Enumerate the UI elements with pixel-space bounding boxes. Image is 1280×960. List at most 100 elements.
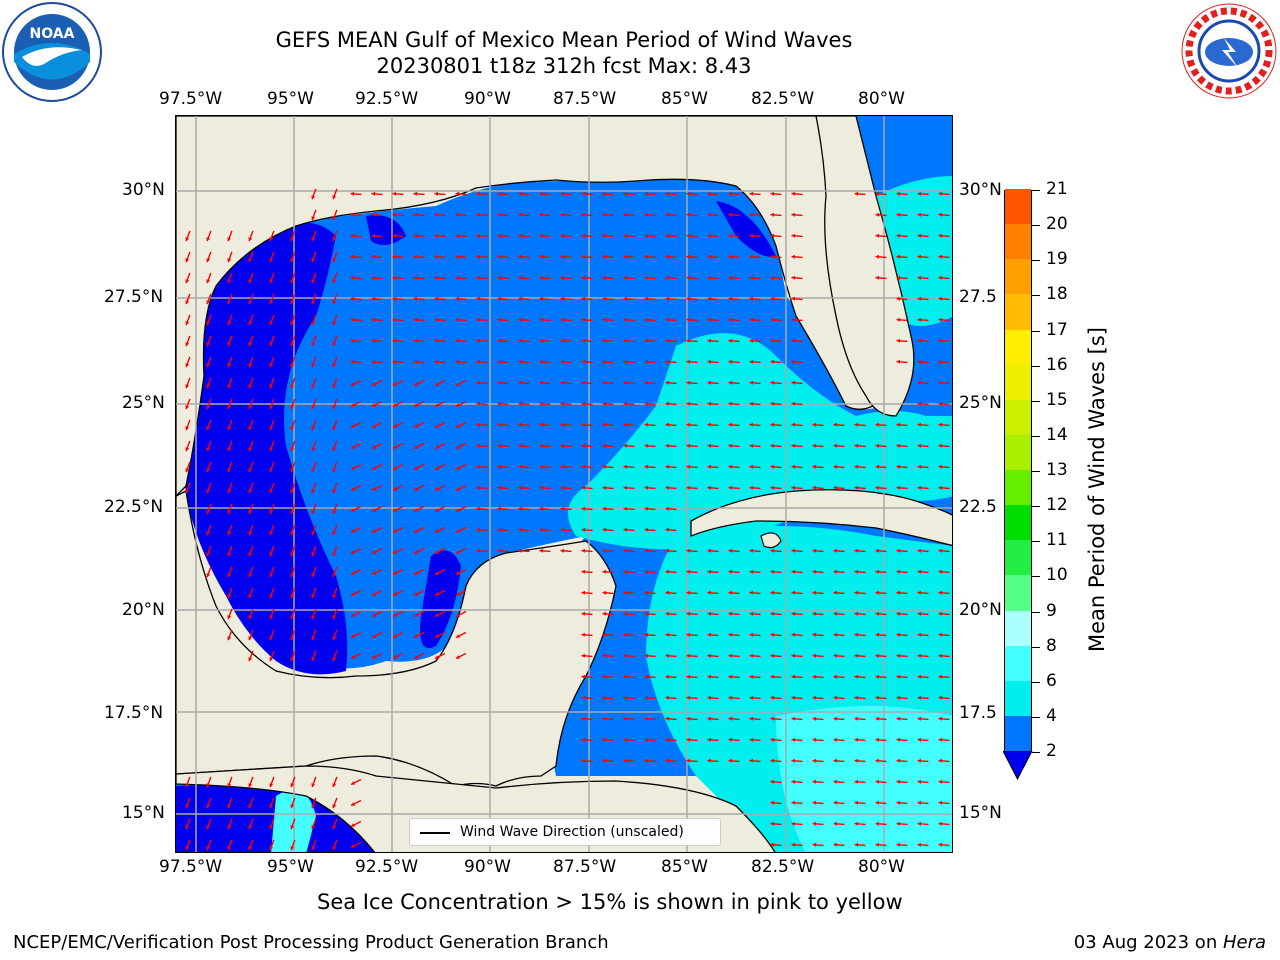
wind-wave-arrow-head (248, 615, 253, 620)
wind-wave-arrow-head (602, 527, 607, 532)
wind-wave-arrow-head (791, 611, 796, 616)
wind-wave-arrow-head (770, 359, 775, 364)
colorbar-tick (1032, 646, 1040, 648)
wind-wave-arrow-head (539, 233, 544, 238)
wind-wave-arrow-head (269, 300, 274, 305)
wind-wave-arrow-head (896, 590, 901, 595)
wind-wave-arrow-head (332, 258, 337, 263)
wind-wave-arrow-head (332, 510, 337, 515)
wind-wave-arrow-head (497, 338, 502, 343)
wind-wave-arrow-head (875, 695, 880, 700)
wind-wave-arrow-head (497, 527, 502, 532)
wind-wave-arrow-head (833, 716, 838, 721)
colorbar-tick (1032, 716, 1040, 718)
wind-wave-arrow-head (833, 695, 838, 700)
wind-wave-arrow-head (707, 569, 712, 574)
wind-wave-arrow-head (644, 296, 649, 301)
wind-wave-arrow-head (644, 674, 649, 679)
wind-wave-arrow-head (728, 653, 733, 658)
wind-wave-arrow-head (623, 527, 628, 532)
wind-wave-arrow-head (206, 405, 211, 410)
wind-wave-arrow-head (938, 380, 943, 385)
colorbar-tick (1032, 471, 1040, 472)
wind-wave-arrow-head (371, 359, 376, 364)
wind-wave-arrow-head (623, 737, 628, 742)
wind-wave-arrow-head (539, 359, 544, 364)
wind-wave-arrow-head (833, 758, 838, 763)
wind-wave-arrow-head (455, 317, 460, 322)
wind-wave-arrow-head (644, 506, 649, 511)
wind-wave-arrow-head (581, 464, 586, 469)
wind-wave-arrow-head (290, 447, 295, 452)
wind-wave-arrow-head (518, 548, 523, 553)
wind-wave-arrow-head (875, 716, 880, 721)
wind-wave-arrow-head (206, 552, 211, 557)
wind-wave-arrow-head (372, 571, 377, 575)
wind-wave-arrow-head (686, 569, 691, 574)
wind-wave-arrow-head (581, 422, 586, 427)
wind-wave-arrow-head (227, 531, 232, 536)
lat-label: 22.5°N (104, 497, 164, 517)
wind-wave-arrow-head (290, 636, 295, 641)
wind-wave-arrow-head (749, 464, 754, 469)
wind-wave-arrow-head (686, 191, 691, 196)
wind-wave-arrow-head (581, 611, 586, 616)
wind-wave-arrow-head (791, 275, 796, 280)
wind-wave-arrow-head (332, 636, 337, 641)
wind-wave-arrow-head (248, 825, 253, 830)
wind-wave-arrow-head (686, 464, 691, 469)
wind-wave-arrow-head (414, 655, 419, 659)
wind-wave-arrow-head (227, 363, 232, 368)
wind-wave-arrow-head (185, 300, 190, 305)
wind-wave-arrow-head (290, 342, 295, 347)
wind-wave-arrow-head (206, 447, 211, 452)
wind-wave-arrow-head (206, 804, 211, 809)
wind-wave-arrow-head (854, 611, 859, 616)
wind-wave-arrow-head (791, 569, 796, 574)
wind-wave-arrow-head (392, 317, 397, 322)
wind-wave-arrow-head (791, 590, 796, 595)
wind-wave-arrow-head (248, 300, 253, 305)
wind-wave-arrow-head (665, 632, 670, 637)
wind-wave-arrow-head (311, 489, 316, 494)
wind-wave-arrow-head (269, 510, 274, 515)
wind-wave-arrow-head (227, 384, 232, 389)
colorbar-tick-label: 10 (1046, 565, 1068, 586)
wind-wave-arrow-head (854, 842, 859, 847)
wind-wave-arrow-head (602, 359, 607, 364)
wind-wave-arrow-head (686, 716, 691, 721)
wind-wave-arrow-head (560, 506, 565, 511)
wind-wave-arrow-head (917, 611, 922, 616)
wind-wave-arrow-head (917, 380, 922, 385)
wind-wave-arrow-head (665, 254, 670, 259)
wind-wave-arrow-head (497, 359, 502, 364)
wind-wave-arrow-head (728, 422, 733, 427)
wind-wave-arrow-head (812, 485, 817, 490)
wind-wave-arrow-head (812, 674, 817, 679)
wind-wave-arrow-head (707, 254, 712, 259)
wind-wave-arrow-head (791, 737, 796, 742)
wind-wave-arrow-head (707, 653, 712, 658)
wind-wave-arrow-head (623, 569, 628, 574)
wind-wave-arrow-head (686, 611, 691, 616)
wind-wave-arrow-head (644, 590, 649, 595)
wind-wave-arrow-head (269, 426, 274, 431)
wind-wave-arrow-head (686, 296, 691, 301)
colorbar-segment (1005, 399, 1031, 435)
wind-wave-arrow-head (476, 485, 481, 490)
wind-wave-arrow-head (371, 254, 376, 259)
wind-wave-arrow-head (539, 338, 544, 343)
wind-wave-arrow-head (476, 380, 481, 385)
wind-wave-arrow-head (269, 447, 274, 452)
wind-wave-arrow-head (456, 529, 461, 533)
wind-wave-arrow-head (728, 338, 733, 343)
wind-wave-arrow-head (791, 212, 796, 217)
wind-wave-arrow-head (875, 485, 880, 490)
wind-wave-arrow-head (707, 590, 712, 595)
wind-wave-arrow-head (290, 237, 295, 242)
wind-wave-arrow-head (392, 338, 397, 343)
colorbar-tick-label: 2 (1046, 741, 1057, 761)
wind-wave-arrow-head (875, 758, 880, 763)
lat-label: 25°N (122, 393, 165, 413)
wind-wave-arrow-head (728, 401, 733, 406)
